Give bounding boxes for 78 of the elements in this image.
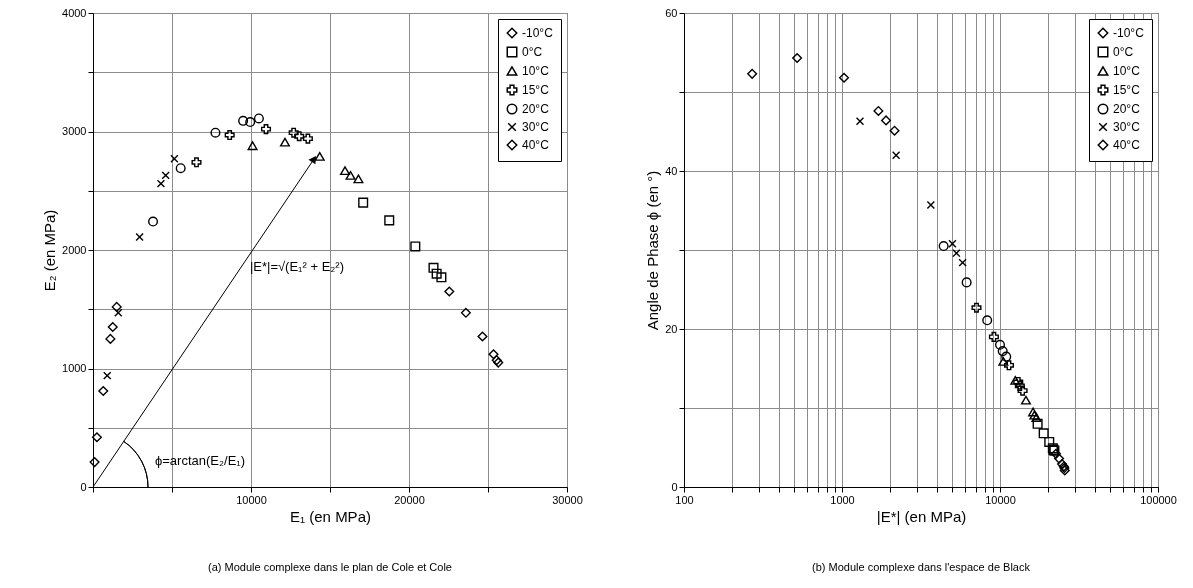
legend-label: 15°C: [522, 83, 550, 97]
point: [345, 170, 356, 180]
point: [210, 127, 221, 138]
x-axis-title: |E*| (en MPa): [876, 507, 967, 525]
legend-label: 20°C: [522, 102, 550, 116]
point: [428, 262, 439, 273]
x-tick-label: 20000: [394, 493, 425, 506]
y-tick-label: 0: [80, 480, 87, 493]
x-tick-label: 100: [675, 493, 694, 506]
point: [253, 113, 264, 124]
legend-label: -10°C: [522, 26, 554, 40]
y-axis-title: E₂ (en MPa): [41, 209, 59, 292]
point: [111, 301, 122, 312]
point: [245, 117, 256, 128]
annotation: ϕ=arctan(E₂/E₁): [155, 453, 246, 468]
point: [238, 115, 249, 126]
point: [410, 241, 421, 252]
x-tick-label: 30000: [552, 493, 583, 506]
point: [288, 127, 299, 138]
legend-label: 10°C: [1113, 64, 1141, 78]
y-tick-label: 3000: [62, 125, 87, 137]
legend-label: 0°C: [522, 45, 543, 59]
point: [89, 457, 100, 468]
point: [98, 385, 109, 397]
point: [358, 197, 369, 208]
legend-label: 40°C: [522, 138, 550, 152]
legend-label: -10°C: [1113, 26, 1145, 40]
y-tick-label: 20: [665, 322, 678, 335]
point: [191, 157, 202, 168]
point: [224, 130, 235, 141]
legend-label: 0°C: [1113, 45, 1134, 59]
point: [247, 141, 258, 151]
point: [175, 163, 186, 174]
point: [460, 307, 471, 318]
point: [431, 268, 442, 279]
legend-label: 20°C: [1113, 102, 1141, 116]
point: [156, 179, 166, 188]
point: [436, 272, 447, 283]
point: [260, 124, 272, 135]
x-axis-title: E₁ (en MPa): [290, 507, 371, 525]
point: [384, 215, 395, 226]
y-tick-label: 2000: [62, 243, 87, 256]
legend-label: 15°C: [1113, 83, 1141, 97]
y-tick-label: 60: [665, 6, 678, 19]
x-tick-label: 10000: [985, 493, 1016, 506]
legend-label: 30°C: [1113, 120, 1141, 134]
point: [477, 331, 488, 342]
point: [339, 166, 351, 176]
point: [444, 286, 455, 297]
y-tick-label: 4000: [62, 6, 87, 19]
point: [114, 308, 123, 317]
text: (a) Module complexe dans le plan de Cole et Cole: [208, 561, 452, 573]
point: [314, 151, 325, 161]
x-tick-label: 100000: [1140, 493, 1177, 506]
point: [353, 174, 364, 184]
text: (b) Module complexe dans l'espace de Black: [812, 561, 1031, 573]
point: [103, 371, 112, 380]
y-tick-label: 1000: [62, 362, 87, 374]
point: [135, 232, 144, 242]
point: [170, 154, 179, 163]
legend-label: 40°C: [1113, 138, 1141, 152]
y-axis-title: Angle de Phase ϕ (en °): [644, 170, 662, 331]
x-tick-label: 1000: [830, 493, 855, 506]
legend-label: 10°C: [522, 64, 550, 78]
point: [148, 216, 159, 227]
annotation: |E*|=√(E₁² + E₂²): [249, 259, 345, 275]
point: [294, 131, 305, 142]
y-tick-label: 40: [665, 164, 678, 177]
point: [302, 133, 313, 144]
y-tick-label: 0: [671, 480, 678, 493]
legend-label: 30°C: [522, 120, 550, 134]
point: [161, 171, 170, 180]
point: [488, 349, 499, 360]
point: [107, 321, 118, 333]
point: [279, 137, 290, 147]
x-tick-label: 10000: [236, 493, 267, 506]
point: [91, 432, 102, 443]
point: [105, 333, 116, 344]
